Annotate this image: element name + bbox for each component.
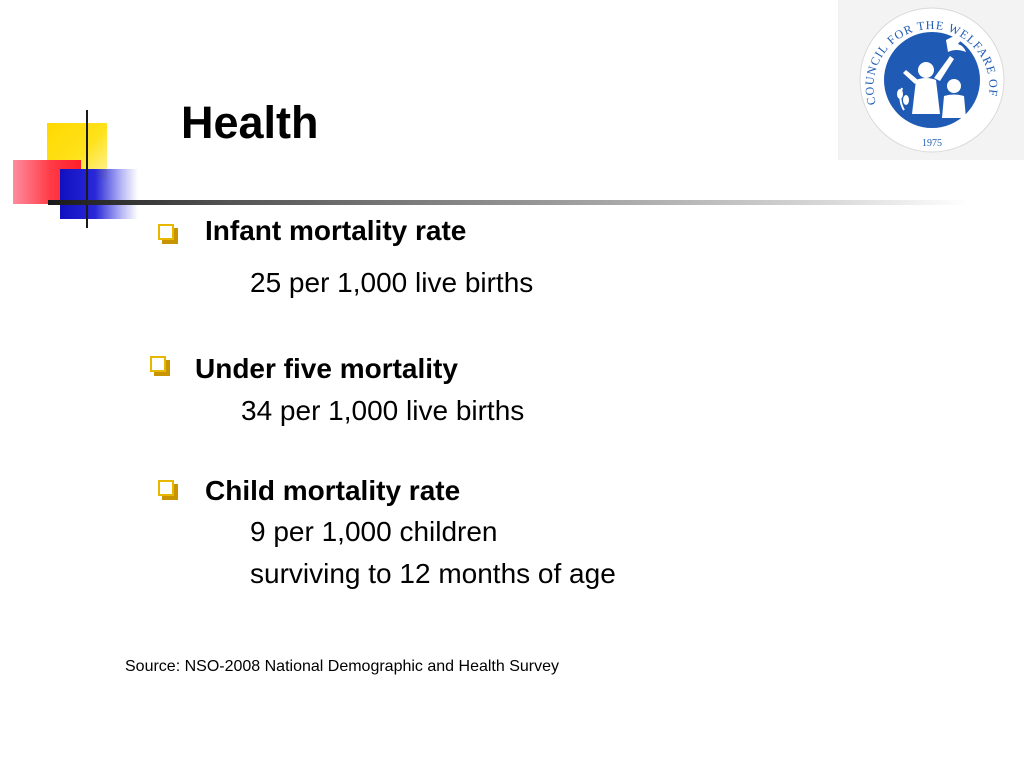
source-note: Source: NSO-2008 National Demographic an… xyxy=(125,658,560,675)
deco-vertical-line xyxy=(86,110,88,228)
slide-title: Health xyxy=(181,97,319,148)
title-underline xyxy=(48,200,968,205)
item-value-child-mortality-line2: surviving to 12 months of age xyxy=(250,558,616,589)
item-value-infant-mortality: 25 per 1,000 live births xyxy=(250,267,534,298)
item-value-under-five-mortality: 34 per 1,000 live births xyxy=(241,395,525,426)
bullet-square-icon xyxy=(158,480,174,496)
item-title-infant-mortality: Infant mortality rate xyxy=(205,215,467,246)
item-title-under-five-mortality: Under five mortality xyxy=(195,353,458,384)
cwc-logo: COUNCIL FOR THE WELFARE OF CHILDREN 1975 xyxy=(833,0,1024,160)
item-title-child-mortality: Child mortality rate xyxy=(205,475,461,506)
item-value-child-mortality-line1: 9 per 1,000 children xyxy=(250,516,498,547)
cwc-seal-icon: COUNCIL FOR THE WELFARE OF CHILDREN 1975 xyxy=(833,0,1005,153)
deco-blue-block xyxy=(60,169,138,219)
logo-year: 1975 xyxy=(922,138,942,149)
bullet-square-icon xyxy=(158,224,174,240)
bullet-square-icon xyxy=(150,356,166,372)
